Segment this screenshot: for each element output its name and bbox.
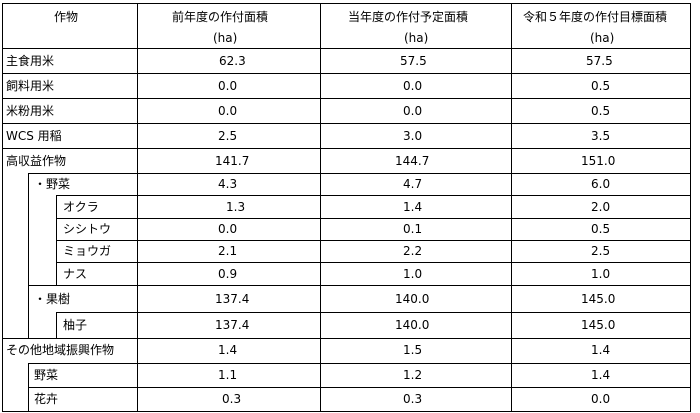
row-label: WCS 用稲 [6,129,62,143]
row-prev: 4.3 [218,177,238,191]
row-curr: 1.5 [403,343,423,357]
row-prev: 1.4 [218,343,238,357]
row-curr: 144.7 [395,154,430,168]
col-divider-2 [320,3,321,412]
row-target: 1.4 [591,343,611,357]
row-line-header [2,48,691,49]
row-prev: 1.3 [226,200,246,214]
row-curr: 0.0 [403,104,423,118]
row-prev: 0.0 [218,222,238,236]
row-target: 57.5 [586,54,613,68]
row-prev: 137.4 [215,292,250,306]
row-target: 1.0 [591,267,611,281]
row-curr: 0.0 [403,79,423,93]
row-target: 145.0 [581,292,616,306]
indent-line-highvalue [28,173,29,338]
border-right [690,3,691,412]
row-prev: 141.7 [215,154,250,168]
row-line-10 [28,285,691,286]
row-label: ・果樹 [34,292,71,306]
row-line-8 [56,240,691,241]
row-target: 6.0 [591,177,611,191]
row-target: 0.5 [591,79,611,93]
header-target-area: 令和５年度の作付目標面積 [523,10,668,24]
row-target: 2.0 [591,200,611,214]
row-prev: 1.1 [218,368,238,382]
row-curr: 0.3 [403,392,423,406]
row-curr: 3.0 [403,129,423,143]
row-curr: 4.7 [403,177,423,191]
row-target: 151.0 [581,154,616,168]
row-curr: 0.1 [403,222,423,236]
header-prev-unit: (ha) [213,31,238,45]
row-line-6 [56,195,691,196]
row-line-14 [28,387,691,388]
row-line-3 [2,123,691,124]
row-prev: 0.0 [218,79,238,93]
header-curr-unit: (ha) [404,31,429,45]
row-prev: 2.1 [218,244,238,258]
row-label: ナス [63,267,88,281]
row-target: 0.5 [591,222,611,236]
row-label: オクラ [63,200,99,214]
row-target: 145.0 [581,318,616,332]
row-curr: 1.0 [403,267,423,281]
header-target-unit: (ha) [590,31,615,45]
row-line-5 [28,173,691,174]
header-prev-area: 前年度の作付面積 [172,10,269,24]
border-left [2,3,3,412]
row-prev: 0.3 [222,392,242,406]
header-curr-area: 当年度の作付予定面積 [348,10,469,24]
row-line-1 [2,73,691,74]
row-label: その他地域振興作物 [6,343,115,357]
row-curr: 57.5 [400,54,427,68]
border-top [2,3,691,4]
row-curr: 140.0 [395,292,430,306]
row-prev: 0.0 [218,104,238,118]
col-divider-1 [137,3,138,412]
row-target: 3.5 [591,129,611,143]
row-line-4 [2,148,691,149]
row-label: 柚子 [63,318,88,332]
indent-line-fruits [56,312,57,338]
row-target: 2.5 [591,244,611,258]
header-crop: 作物 [54,10,79,24]
col-divider-3 [511,3,512,412]
row-curr: 140.0 [395,318,430,332]
row-target: 1.4 [591,368,611,382]
row-curr: 1.4 [403,200,423,214]
row-prev: 2.5 [218,129,238,143]
row-prev: 137.4 [215,318,250,332]
row-label: 主食用米 [6,54,55,68]
row-label: ・野菜 [34,177,71,191]
row-label: 飼料用米 [6,79,55,93]
row-target: 0.0 [591,392,611,406]
row-label: 花卉 [34,392,59,406]
row-curr: 2.2 [403,244,423,258]
row-line-7 [56,218,691,219]
row-line-13 [28,363,691,364]
row-prev: 62.3 [219,54,246,68]
row-label: 野菜 [34,368,59,382]
row-line-2 [2,98,691,99]
row-prev: 0.9 [218,267,238,281]
row-label: 米粉用米 [6,104,55,118]
row-line-9 [56,262,691,263]
row-target: 0.5 [591,104,611,118]
row-line-11 [56,312,691,313]
row-line-12 [2,338,691,339]
row-curr: 1.2 [403,368,423,382]
border-bottom [2,411,691,412]
row-label: ミョウガ [63,244,112,258]
row-label: 高収益作物 [6,154,67,168]
row-label: シシトウ [63,222,112,236]
